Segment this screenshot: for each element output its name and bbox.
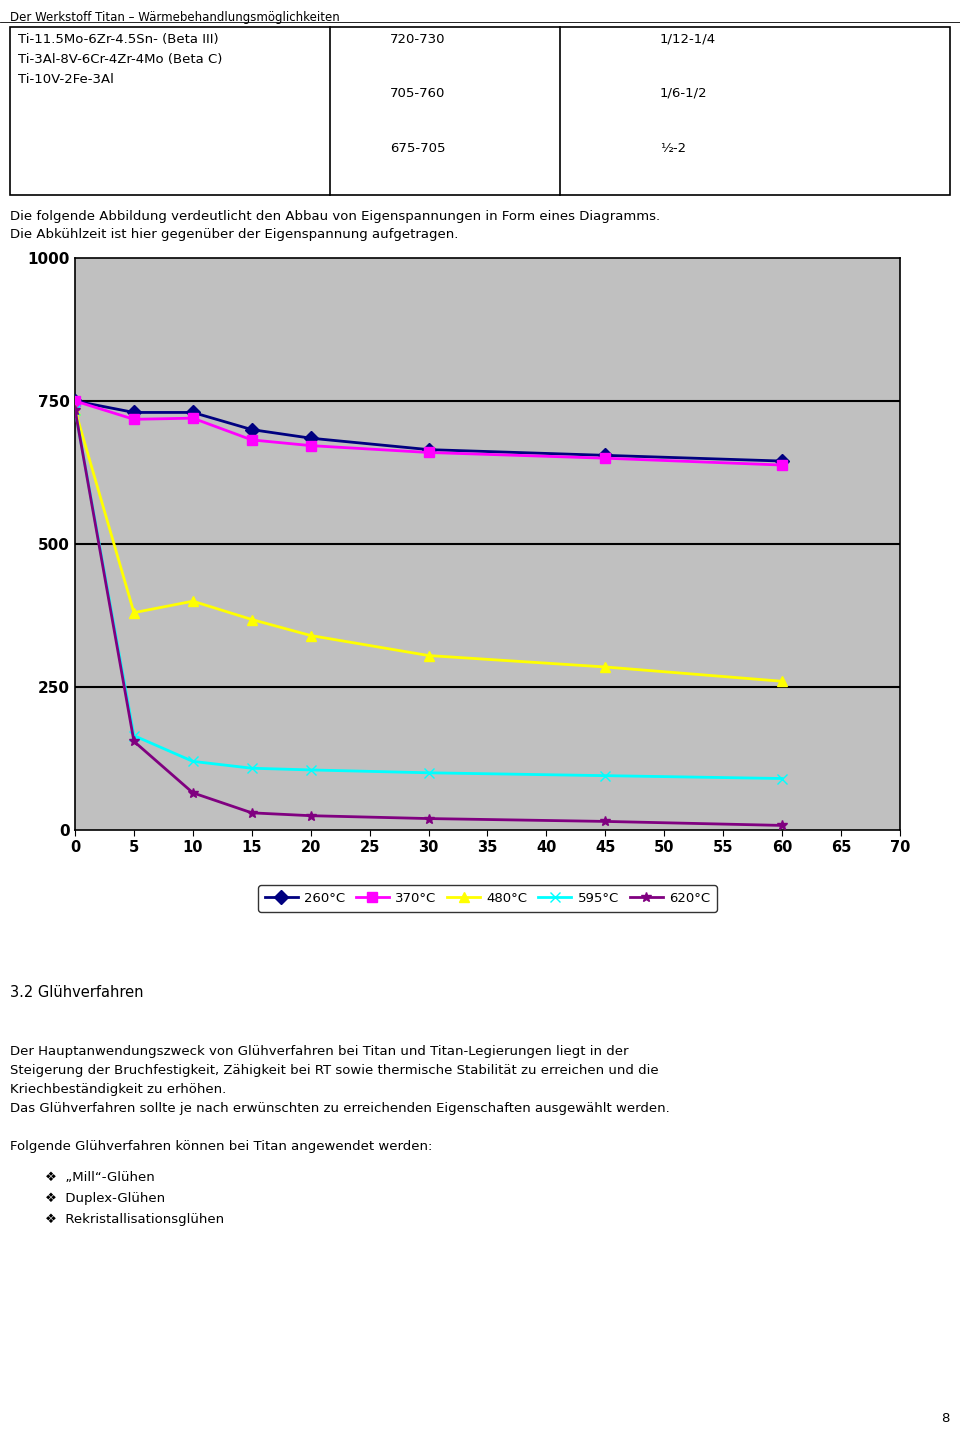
Text: 8: 8 xyxy=(942,1412,950,1425)
Text: Die folgende Abbildung verdeutlicht den Abbau von Eigenspannungen in Form eines : Die folgende Abbildung verdeutlicht den … xyxy=(10,210,660,222)
Text: 675-705: 675-705 xyxy=(390,142,445,155)
Text: 1/6-1/2: 1/6-1/2 xyxy=(660,88,708,100)
Text: ❖  „Mill“-Glühen: ❖ „Mill“-Glühen xyxy=(45,1171,155,1184)
Text: 1/12-1/4: 1/12-1/4 xyxy=(660,33,716,46)
Text: 3.2 Glühverfahren: 3.2 Glühverfahren xyxy=(10,984,143,1000)
Legend: 260°C, 370°C, 480°C, 595°C, 620°C: 260°C, 370°C, 480°C, 595°C, 620°C xyxy=(258,885,717,911)
Text: 705-760: 705-760 xyxy=(390,88,445,100)
Text: ½-2: ½-2 xyxy=(660,142,686,155)
Text: Der Hauptanwendungszweck von Glühverfahren bei Titan und Titan-Legierungen liegt: Der Hauptanwendungszweck von Glühverfahr… xyxy=(10,1045,629,1058)
Text: Die Abkühlzeit ist hier gegenüber der Eigenspannung aufgetragen.: Die Abkühlzeit ist hier gegenüber der Ei… xyxy=(10,228,458,241)
Text: ❖  Rekristallisationsglühen: ❖ Rekristallisationsglühen xyxy=(45,1213,224,1225)
Text: Folgende Glühverfahren können bei Titan angewendet werden:: Folgende Glühverfahren können bei Titan … xyxy=(10,1139,432,1152)
Text: 720-730: 720-730 xyxy=(390,33,445,46)
Text: Ti-10V-2Fe-3Al: Ti-10V-2Fe-3Al xyxy=(18,73,114,86)
Text: Steigerung der Bruchfestigkeit, Zähigkeit bei RT sowie thermische Stabilität zu : Steigerung der Bruchfestigkeit, Zähigkei… xyxy=(10,1063,659,1078)
Bar xyxy=(10,27,950,195)
Text: Ti-3Al-8V-6Cr-4Zr-4Mo (Beta C): Ti-3Al-8V-6Cr-4Zr-4Mo (Beta C) xyxy=(18,53,223,66)
Text: ❖  Duplex-Glühen: ❖ Duplex-Glühen xyxy=(45,1192,165,1205)
Text: Ti-11.5Mo-6Zr-4.5Sn- (Beta III): Ti-11.5Mo-6Zr-4.5Sn- (Beta III) xyxy=(18,33,219,46)
Text: Das Glühverfahren sollte je nach erwünschten zu erreichenden Eigenschaften ausge: Das Glühverfahren sollte je nach erwünsc… xyxy=(10,1102,670,1115)
Text: Kriechbeständigkeit zu erhöhen.: Kriechbeständigkeit zu erhöhen. xyxy=(10,1083,227,1096)
Text: Der Werkstoff Titan – Wärmebehandlungsmöglichkeiten: Der Werkstoff Titan – Wärmebehandlungsmö… xyxy=(10,11,340,24)
